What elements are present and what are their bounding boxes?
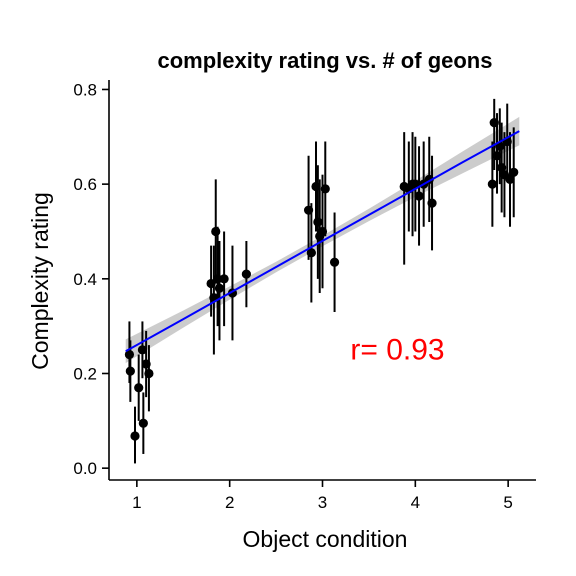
y-tick-label: 0.6 (73, 175, 97, 194)
data-point (141, 359, 151, 369)
data-point (211, 226, 221, 237)
data-point (306, 248, 316, 258)
x-axis-ticks: 1 2 3 4 5 (132, 480, 513, 512)
data-point (427, 198, 437, 208)
y-tick-label: 0.4 (73, 270, 97, 289)
data-point (497, 162, 507, 173)
data-point (134, 383, 144, 393)
x-tick-label: 4 (411, 493, 420, 512)
data-point (410, 179, 420, 189)
x-tick-label: 3 (318, 493, 327, 512)
y-axis-label: Complexity rating (27, 192, 53, 370)
x-axis-label: Object condition (243, 526, 408, 552)
data-point (219, 274, 229, 284)
data-point (509, 167, 519, 177)
correlation-annotation: r= 0.93 (350, 333, 444, 366)
data-point (144, 368, 154, 379)
data-point (487, 179, 497, 189)
data-point (214, 283, 225, 293)
data-point (303, 205, 314, 215)
data-point (311, 181, 321, 192)
data-point (137, 345, 148, 355)
y-tick-label: 0.0 (73, 459, 97, 478)
data-point (329, 257, 340, 267)
x-tick-label: 5 (503, 493, 512, 512)
data-point (138, 418, 148, 428)
data-point (505, 174, 515, 185)
data-point (124, 349, 135, 360)
y-axis-ticks: 0.0 0.2 0.4 0.6 0.8 (73, 80, 109, 478)
chart-title: complexity rating vs. # of geons (158, 48, 493, 73)
x-tick-label: 2 (225, 493, 234, 512)
y-tick-label: 0.2 (73, 364, 97, 383)
data-point (213, 274, 223, 284)
data-point (206, 278, 216, 289)
data-point (130, 431, 140, 441)
data-point (317, 226, 328, 237)
regression-line (125, 130, 520, 353)
data-point (492, 151, 502, 161)
data-point (125, 366, 135, 376)
data-point (313, 217, 323, 227)
data-point (489, 118, 499, 128)
plot-area (124, 98, 520, 464)
data-point (320, 184, 330, 194)
data-point (241, 269, 251, 279)
y-tick-label: 0.8 (73, 80, 97, 99)
data-point (414, 191, 424, 201)
x-tick-label: 1 (132, 493, 141, 512)
